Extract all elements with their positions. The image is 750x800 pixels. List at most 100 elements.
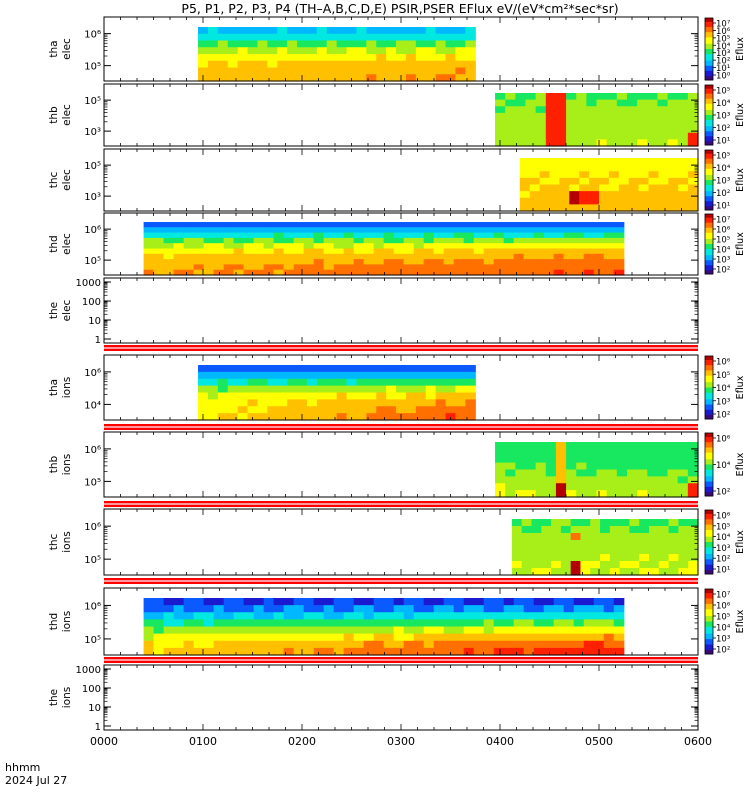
heatmap-cell <box>687 93 699 101</box>
heatmap-cell <box>523 227 535 234</box>
heatmap-cell <box>207 385 219 394</box>
heatmap-cell <box>373 259 385 265</box>
heatmap-cell <box>599 191 610 199</box>
heatmap-cell <box>326 47 338 55</box>
colorbar-segment <box>705 380 713 383</box>
heatmap-cell <box>525 476 537 484</box>
heatmap-cell <box>283 243 295 250</box>
heatmap-cell <box>207 399 219 407</box>
heatmap-cell <box>363 640 375 649</box>
heatmap-cell <box>505 455 516 464</box>
heatmap-cell <box>143 598 155 606</box>
colorbar-segment <box>705 25 713 28</box>
heatmap-cell <box>363 248 375 255</box>
heatmap-cell <box>316 365 328 373</box>
heatmap-cell <box>336 67 348 75</box>
heatmap-cell <box>648 197 659 205</box>
heatmap-cell <box>677 132 689 140</box>
colorbar-segment <box>705 464 713 467</box>
heatmap-cell <box>687 476 699 484</box>
colorbar-segment <box>705 255 713 257</box>
heatmap-cell <box>668 177 679 186</box>
heatmap-cell <box>223 640 235 649</box>
heatmap-cell <box>297 67 308 75</box>
heatmap-cell <box>576 132 587 140</box>
heatmap-cell <box>453 647 465 656</box>
heatmap-cell <box>609 519 621 527</box>
heatmap-cell <box>323 248 335 255</box>
heatmap-cell <box>267 33 278 42</box>
heatmap-cell <box>569 197 580 205</box>
heatmap-cell <box>207 413 219 421</box>
heatmap-cell <box>213 640 225 649</box>
heatmap-cell <box>549 184 560 192</box>
colorbar-segment <box>705 237 713 240</box>
colorbar-segment <box>705 50 713 53</box>
heatmap-cell <box>273 647 285 656</box>
colorbar-segment <box>705 178 713 181</box>
heatmap-cell <box>303 605 315 613</box>
heatmap-cell <box>413 640 425 649</box>
heatmap-cell <box>336 27 348 35</box>
heatmap-cell <box>253 619 265 628</box>
heatmap-cell <box>473 640 485 649</box>
colorbar-segment <box>705 552 713 555</box>
heatmap-cell <box>596 476 608 484</box>
heatmap-cell <box>688 533 699 541</box>
heatmap-cell <box>629 533 640 541</box>
colorbar-segment <box>705 19 713 22</box>
heatmap-cell <box>570 547 582 555</box>
heatmap-cell <box>263 222 275 228</box>
heatmap-cell <box>203 619 215 628</box>
heatmap-cell <box>553 253 565 260</box>
heatmap-cell <box>263 612 275 620</box>
heatmap-cell <box>580 526 591 534</box>
heatmap-cell <box>657 455 669 464</box>
heatmap-cell <box>553 619 565 628</box>
colorbar-segment <box>705 141 713 143</box>
colorbar-tick-label: 10¹ <box>716 202 730 212</box>
colorbar-segment <box>705 171 713 173</box>
heatmap-cell <box>316 413 328 421</box>
heatmap-cell <box>287 406 298 414</box>
heatmap-cell <box>336 365 348 373</box>
heatmap-cell <box>515 112 527 121</box>
heatmap-cell <box>453 243 465 250</box>
heatmap-cell <box>306 47 318 55</box>
heatmap-cell <box>483 612 495 620</box>
heatmap-cell <box>453 612 465 620</box>
heatmap-cell <box>346 406 358 414</box>
heatmap-cell <box>383 633 395 642</box>
heatmap-cell <box>293 605 305 613</box>
colorbar-segment <box>705 93 713 96</box>
heatmap-cell <box>586 139 598 147</box>
heatmap-cell <box>287 54 298 62</box>
heatmap-cell <box>576 112 587 121</box>
heatmap-cell <box>376 371 387 380</box>
colorbar-segment <box>705 61 713 64</box>
heatmap-cell <box>616 455 628 464</box>
colorbar-segment <box>705 448 713 451</box>
heatmap-cell <box>626 462 638 471</box>
heatmap-cell <box>183 259 195 265</box>
heatmap-cell <box>433 222 445 228</box>
heatmap-cell <box>658 164 669 172</box>
heatmap-cell <box>566 139 577 147</box>
heatmap-cell <box>590 540 601 548</box>
heatmap-cell <box>413 605 425 613</box>
colorbar-segment <box>705 91 713 93</box>
colorbar-segment <box>705 30 713 33</box>
date-label: 2024 Jul 27 <box>5 774 67 787</box>
heatmap-cell <box>503 612 515 620</box>
heatmap-cell <box>193 626 205 635</box>
colorbar-segment <box>705 132 713 135</box>
panel-label-species: elec <box>61 104 73 126</box>
heatmap-cell <box>393 264 405 271</box>
heatmap-cell <box>273 269 285 276</box>
heatmap-cell <box>657 106 669 114</box>
heatmap-cell <box>303 259 315 265</box>
heatmap-cell <box>153 243 165 250</box>
colorbar-segment <box>705 641 713 644</box>
heatmap-cell <box>183 640 195 649</box>
